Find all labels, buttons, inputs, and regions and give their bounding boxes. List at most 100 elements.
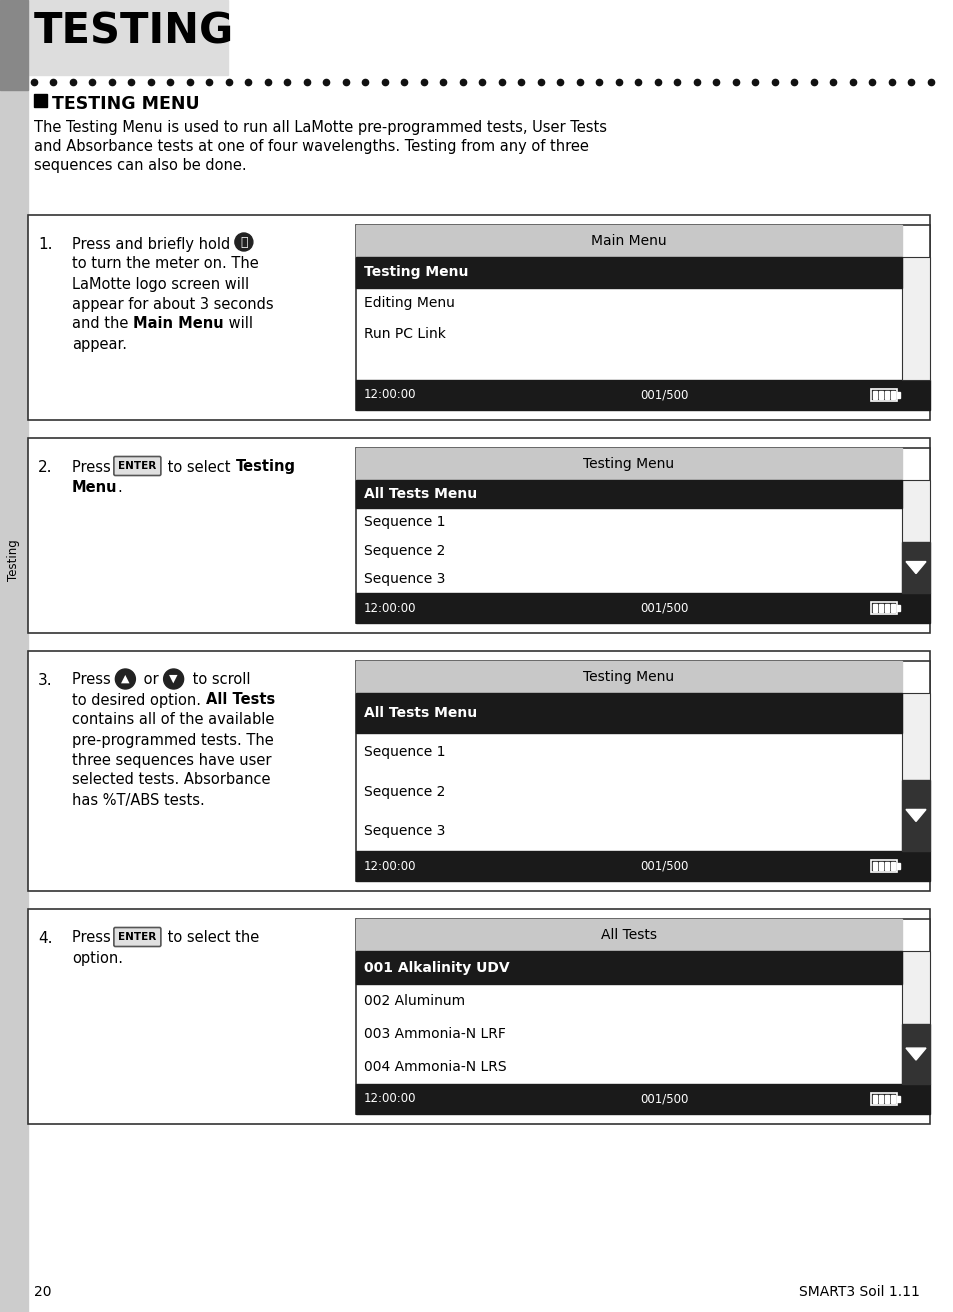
Text: selected tests. Absorbance: selected tests. Absorbance bbox=[71, 773, 271, 787]
Bar bbox=[890, 862, 894, 870]
Text: Testing Menu: Testing Menu bbox=[583, 670, 674, 684]
Bar bbox=[884, 1096, 888, 1103]
Bar bbox=[28, 909, 929, 1124]
Text: LaMotte logo screen will: LaMotte logo screen will bbox=[71, 277, 249, 291]
Bar bbox=[355, 918, 929, 1114]
Bar bbox=[355, 447, 901, 480]
Bar bbox=[878, 604, 882, 611]
Text: to desired option.: to desired option. bbox=[71, 693, 206, 707]
Bar bbox=[28, 215, 929, 420]
Bar bbox=[355, 224, 901, 257]
Text: Press: Press bbox=[71, 459, 115, 475]
Text: 4.: 4. bbox=[38, 932, 52, 946]
Bar bbox=[355, 593, 929, 623]
Text: ENTER: ENTER bbox=[118, 932, 156, 942]
Text: or: or bbox=[139, 673, 164, 687]
Polygon shape bbox=[905, 810, 925, 821]
Bar bbox=[872, 391, 876, 399]
Bar bbox=[901, 257, 929, 380]
Bar bbox=[870, 388, 896, 401]
Text: 12:00:00: 12:00:00 bbox=[364, 1093, 416, 1106]
Polygon shape bbox=[905, 1048, 925, 1060]
Text: Sequence 2: Sequence 2 bbox=[364, 543, 445, 558]
Bar bbox=[890, 391, 894, 399]
Text: Sequence 1: Sequence 1 bbox=[364, 516, 445, 529]
Bar bbox=[872, 604, 876, 611]
Bar bbox=[355, 480, 901, 508]
Text: Main Menu: Main Menu bbox=[132, 316, 223, 332]
Bar bbox=[890, 1096, 894, 1103]
Bar bbox=[901, 693, 929, 851]
Text: to turn the meter on. The: to turn the meter on. The bbox=[71, 257, 258, 272]
Bar bbox=[884, 604, 888, 611]
Bar bbox=[901, 779, 929, 851]
Bar bbox=[355, 447, 929, 623]
Text: The Testing Menu is used to run all LaMotte pre-programmed tests, User Tests: The Testing Menu is used to run all LaMo… bbox=[34, 119, 606, 135]
Bar bbox=[355, 661, 901, 693]
Text: Testing Menu: Testing Menu bbox=[364, 265, 468, 279]
Text: Press: Press bbox=[71, 930, 115, 946]
Bar bbox=[28, 651, 929, 891]
Text: 1.: 1. bbox=[38, 237, 52, 252]
Bar bbox=[355, 951, 901, 984]
Text: Testing: Testing bbox=[235, 459, 295, 475]
FancyBboxPatch shape bbox=[113, 457, 161, 475]
Text: will: will bbox=[223, 316, 253, 332]
Text: Editing Menu: Editing Menu bbox=[364, 297, 455, 310]
Bar bbox=[0, 0, 28, 91]
Bar bbox=[355, 918, 901, 951]
Text: SMART3 Soil 1.11: SMART3 Soil 1.11 bbox=[799, 1284, 919, 1299]
Bar bbox=[896, 863, 899, 869]
Bar bbox=[870, 602, 896, 614]
Text: Press: Press bbox=[71, 673, 115, 687]
Bar bbox=[0, 0, 28, 1312]
Bar bbox=[896, 1096, 899, 1102]
Polygon shape bbox=[905, 562, 925, 573]
Text: TESTING: TESTING bbox=[34, 10, 234, 52]
Text: .: . bbox=[117, 479, 122, 495]
Bar bbox=[896, 392, 899, 398]
Text: Testing Menu: Testing Menu bbox=[583, 457, 674, 471]
Text: All Tests: All Tests bbox=[206, 693, 274, 707]
Text: 20: 20 bbox=[34, 1284, 51, 1299]
Bar bbox=[896, 605, 899, 611]
Bar bbox=[355, 380, 929, 409]
Text: TESTING MENU: TESTING MENU bbox=[52, 94, 199, 113]
Text: Press and briefly hold: Press and briefly hold bbox=[71, 236, 234, 252]
Text: 003 Ammonia-N LRF: 003 Ammonia-N LRF bbox=[364, 1027, 505, 1042]
Text: ▼: ▼ bbox=[170, 674, 177, 684]
Text: ⏻: ⏻ bbox=[240, 235, 248, 248]
Bar bbox=[884, 391, 888, 399]
Bar bbox=[890, 604, 894, 611]
Text: appear.: appear. bbox=[71, 336, 127, 352]
Text: 001/500: 001/500 bbox=[639, 1093, 687, 1106]
Text: 002 Aluminum: 002 Aluminum bbox=[364, 994, 465, 1008]
Text: sequences can also be done.: sequences can also be done. bbox=[34, 157, 247, 173]
Circle shape bbox=[115, 669, 135, 689]
Text: Sequence 3: Sequence 3 bbox=[364, 572, 445, 586]
Bar bbox=[355, 1084, 929, 1114]
Bar bbox=[355, 851, 929, 880]
Text: All Tests Menu: All Tests Menu bbox=[364, 487, 476, 501]
Text: and Absorbance tests at one of four wavelengths. Testing from any of three: and Absorbance tests at one of four wave… bbox=[34, 139, 588, 154]
Bar bbox=[901, 480, 929, 593]
Circle shape bbox=[234, 234, 253, 251]
Text: to select the: to select the bbox=[163, 930, 259, 946]
Text: appear for about 3 seconds: appear for about 3 seconds bbox=[71, 297, 274, 311]
Bar bbox=[28, 438, 929, 632]
FancyBboxPatch shape bbox=[113, 928, 161, 946]
Text: has %T/ABS tests.: has %T/ABS tests. bbox=[71, 792, 205, 807]
Text: and the: and the bbox=[71, 316, 132, 332]
Text: Main Menu: Main Menu bbox=[591, 234, 666, 248]
Text: 001/500: 001/500 bbox=[639, 601, 687, 614]
Text: 3.: 3. bbox=[38, 673, 52, 687]
Bar bbox=[34, 94, 47, 108]
Bar bbox=[901, 1025, 929, 1084]
Text: 12:00:00: 12:00:00 bbox=[364, 601, 416, 614]
Text: All Tests: All Tests bbox=[600, 928, 657, 942]
Text: 001 Alkalinity UDV: 001 Alkalinity UDV bbox=[364, 960, 509, 975]
Text: 001/500: 001/500 bbox=[639, 859, 687, 872]
Text: 004 Ammonia-N LRS: 004 Ammonia-N LRS bbox=[364, 1060, 506, 1075]
Text: All Tests Menu: All Tests Menu bbox=[364, 706, 476, 720]
Bar bbox=[878, 1096, 882, 1103]
